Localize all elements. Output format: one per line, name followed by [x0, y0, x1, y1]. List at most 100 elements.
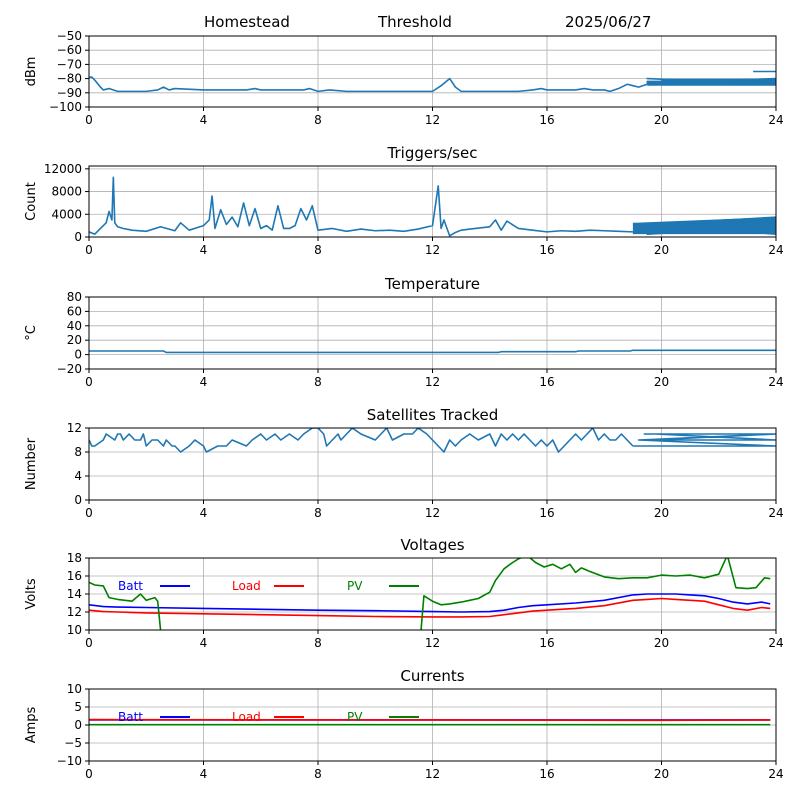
legend-label-batt: Batt [118, 710, 143, 724]
y-axis-label: dBm [24, 57, 39, 87]
legend-label-batt: Batt [118, 579, 143, 593]
series-line [89, 428, 634, 453]
x-tick-label: 4 [200, 113, 208, 127]
plot-area [89, 70, 776, 93]
x-tick-label: 8 [314, 375, 322, 389]
y-tick-label: 60 [67, 304, 82, 318]
y-tick-label: −70 [57, 57, 82, 71]
x-tick-label: 24 [768, 113, 783, 127]
y-tick-label: 16 [67, 569, 82, 583]
x-tick-label: 12 [425, 636, 440, 650]
x-tick-label: 4 [200, 243, 208, 257]
y-tick-label: 14 [67, 587, 82, 601]
chart-title: Currents [400, 667, 464, 685]
x-tick-label: 8 [314, 243, 322, 257]
chart-signal: 0 4 8 12 16 20 24 −100−90−80−70−60−50 dBm [24, 29, 784, 127]
y-tick-label: −100 [49, 100, 82, 114]
x-tick-label: 0 [85, 113, 93, 127]
series-line [89, 349, 776, 354]
series-line [420, 558, 771, 630]
x-tick-label: 24 [768, 636, 783, 650]
plot-area [89, 428, 776, 453]
y-tick-label: 8 [74, 445, 82, 459]
y-tick-label: −5 [64, 736, 82, 750]
series-line-batt [89, 593, 771, 613]
x-tick-label: 12 [425, 375, 440, 389]
chart-satellites: 0 4 8 12 16 20 24 0 4 8 12 Satellites Tracked Number [24, 406, 784, 520]
y-tick-label: 8000 [51, 185, 82, 199]
y-tick-label: 10 [67, 623, 82, 637]
header-mode: Threshold [377, 13, 452, 31]
x-tick-label: 4 [200, 767, 208, 781]
y-axis-label: Amps [24, 706, 39, 743]
series-line-load [89, 718, 771, 722]
x-tick-label: 16 [539, 636, 554, 650]
y-tick-label: 0 [74, 230, 82, 244]
series-line-pv [89, 581, 162, 630]
x-tick-label: 0 [85, 375, 93, 389]
x-tick-label: 0 [85, 636, 93, 650]
chart-title: Satellites Tracked [367, 406, 498, 424]
y-tick-label: 40 [67, 319, 82, 333]
x-tick-label: 0 [85, 767, 93, 781]
chart-triggers: 0 4 8 12 16 20 24 0 4000 8000 12000 Triggers/sec Cou… [24, 144, 784, 257]
x-tick-label: 24 [768, 243, 783, 257]
y-tick-label: −20 [57, 362, 82, 376]
y-tick-label: 0 [74, 718, 82, 732]
x-tick-label: 24 [768, 375, 783, 389]
y-tick-label: 4 [74, 469, 82, 483]
series-line [632, 433, 776, 447]
series-line-load [89, 597, 771, 618]
x-tick-label: 24 [768, 506, 783, 520]
x-tick-label: 16 [539, 113, 554, 127]
y-axis-label: °C [24, 325, 39, 341]
x-tick-label: 4 [200, 506, 208, 520]
y-axis-label: Volts [24, 578, 39, 610]
y-tick-label: 12000 [44, 162, 82, 176]
x-tick-label: 12 [425, 506, 440, 520]
plot-area [89, 558, 771, 630]
plot-area [89, 176, 776, 237]
x-tick-label: 20 [654, 506, 669, 520]
series-line [89, 76, 648, 93]
x-tick-label: 8 [314, 767, 322, 781]
x-tick-label: 4 [200, 636, 208, 650]
y-tick-label: 0 [74, 348, 82, 362]
chart-title: Temperature [384, 275, 480, 293]
chart-title: Voltages [400, 536, 464, 554]
x-tick-label: 20 [654, 375, 669, 389]
header-date: 2025/06/27 [565, 13, 651, 31]
x-tick-label: 16 [539, 243, 554, 257]
x-tick-label: 20 [654, 767, 669, 781]
series-line [632, 216, 776, 235]
x-tick-label: 20 [654, 636, 669, 650]
series-line [89, 176, 633, 237]
y-tick-label: 0 [74, 493, 82, 507]
y-tick-label: 5 [74, 700, 82, 714]
x-tick-label: 8 [314, 113, 322, 127]
legend-label-pv: PV [347, 710, 363, 724]
x-tick-label: 16 [539, 506, 554, 520]
y-tick-label: 80 [67, 290, 82, 304]
y-tick-label: −10 [57, 754, 82, 768]
header-station: Homestead [204, 13, 290, 31]
x-tick-label: 8 [314, 506, 322, 520]
y-tick-label: 4000 [51, 207, 82, 221]
x-tick-label: 24 [768, 767, 783, 781]
y-tick-label: 20 [67, 333, 82, 347]
y-tick-label: 10 [67, 682, 82, 696]
x-tick-label: 0 [85, 243, 93, 257]
x-tick-label: 12 [425, 113, 440, 127]
series-line [646, 77, 776, 86]
x-tick-label: 12 [425, 767, 440, 781]
legend-label-load: Load [232, 579, 261, 593]
legend-label-load: Load [232, 710, 261, 724]
legend-label-pv: PV [347, 579, 363, 593]
chart-voltages: 0 4 8 12 16 20 24 10 12 14 16 18 Voltages Volts Batt Lo… [24, 536, 784, 650]
y-tick-label: 18 [67, 551, 82, 565]
y-tick-label: −80 [57, 72, 82, 86]
